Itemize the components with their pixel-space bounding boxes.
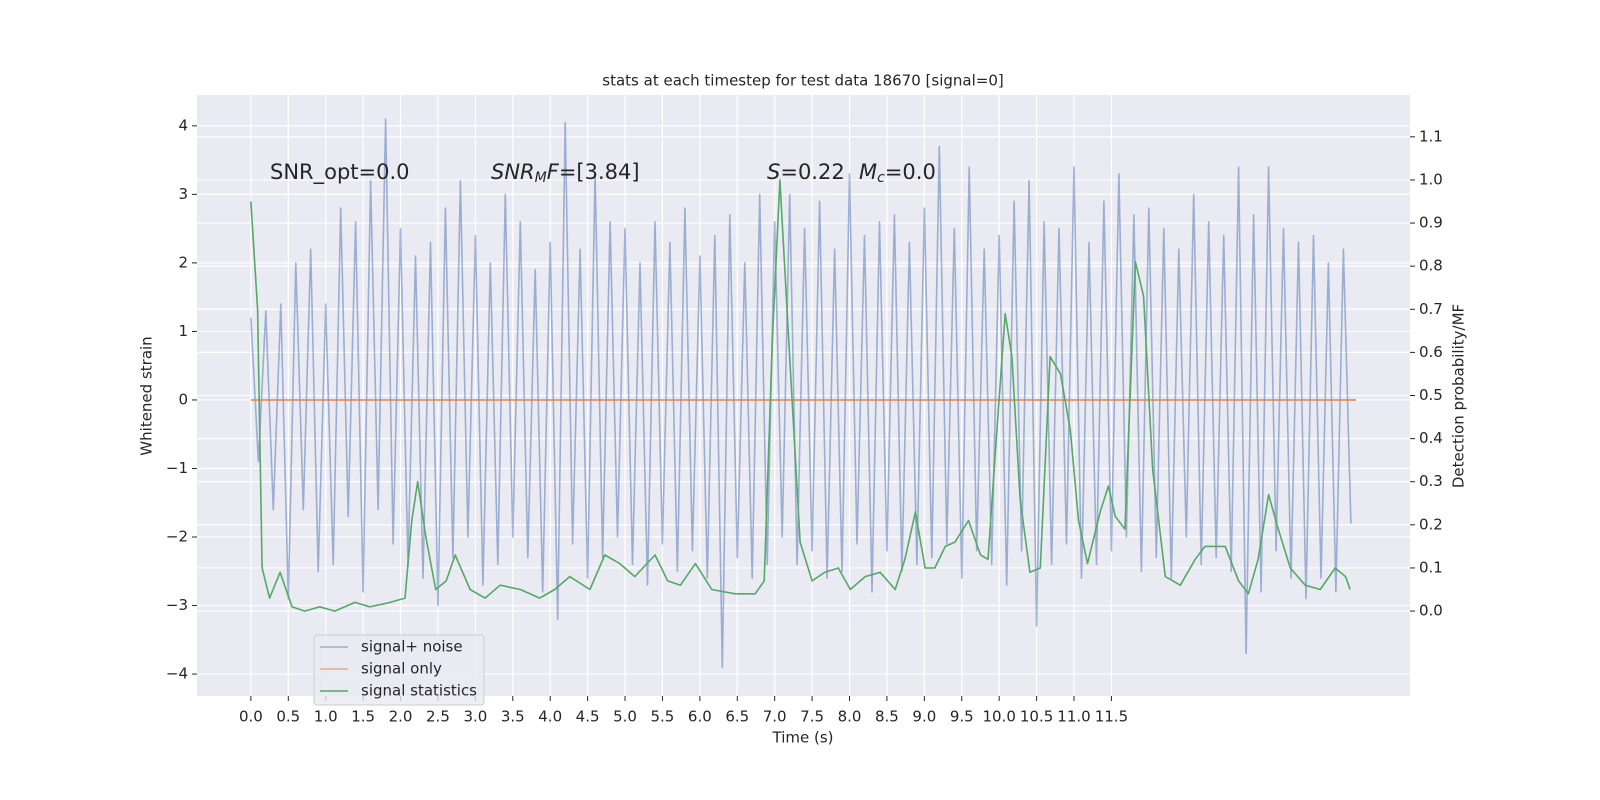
- y-axis-label: Whitened strain: [138, 336, 156, 455]
- x-tick-label: 11.0: [1057, 708, 1090, 726]
- annotation-part: c: [877, 170, 885, 186]
- annotation-part: =0.0: [885, 160, 936, 184]
- chart-title: stats at each timestep for test data 186…: [602, 72, 1003, 90]
- x-tick-label: 1.5: [351, 708, 375, 726]
- legend-label: signal+ noise: [361, 638, 463, 656]
- x-tick-label: 2.5: [426, 708, 450, 726]
- annotation-part: S: [767, 160, 780, 184]
- y-tick-label: −1: [166, 459, 188, 477]
- y-tick-label: −3: [166, 596, 188, 614]
- annotation-part: =[3.84]: [559, 160, 640, 184]
- y2-tick-label: 1.0: [1419, 170, 1443, 188]
- annotation: S=0.22: [767, 160, 845, 184]
- y2-tick-label: 0.3: [1419, 472, 1443, 490]
- x-tick-label: 1.0: [314, 708, 338, 726]
- x-tick-label: 3.5: [501, 708, 525, 726]
- annotation-part: M: [859, 160, 877, 184]
- y-tick-label: −4: [166, 665, 188, 683]
- x-tick-label: 0.5: [276, 708, 300, 726]
- y2-tick-label: 0.4: [1419, 429, 1443, 447]
- y2-tick-label: 0.6: [1419, 343, 1443, 361]
- y2-tick-label: 0.0: [1419, 602, 1443, 620]
- x-tick-label: 3.0: [463, 708, 487, 726]
- annotation: Mc=0.0: [859, 160, 936, 186]
- y-tick-label: 2: [178, 253, 188, 271]
- y2-tick-label: 0.2: [1419, 515, 1443, 533]
- x-tick-label: 6.0: [688, 708, 712, 726]
- series-line: [250, 179, 1351, 612]
- x-tick-label: 4.5: [576, 708, 600, 726]
- y-tick-label: −2: [166, 528, 188, 546]
- x-tick-label: 6.5: [725, 708, 749, 726]
- x-tick-label: 10.0: [982, 708, 1015, 726]
- annotation-part: F: [547, 160, 560, 184]
- y2-axis-label: Detection probability/MF: [1450, 304, 1468, 488]
- legend-box: [313, 634, 485, 706]
- x-tick-label: 5.0: [613, 708, 637, 726]
- x-tick-label: 9.5: [950, 708, 974, 726]
- x-tick-label: 8.5: [875, 708, 899, 726]
- x-tick-label: 9.0: [912, 708, 936, 726]
- x-tick-label: 0.0: [239, 708, 263, 726]
- y-tick-label: 3: [178, 185, 188, 203]
- annotation: SNRMF=[3.84]: [491, 160, 640, 186]
- annotation-part: SNR: [491, 160, 535, 184]
- x-tick-label: 2.0: [389, 708, 413, 726]
- annotation-part: M: [535, 170, 547, 186]
- x-axis-label: Time (s): [772, 729, 834, 747]
- x-tick-label: 7.5: [800, 708, 824, 726]
- y-tick-label: 1: [178, 322, 188, 340]
- x-tick-label: 10.5: [1020, 708, 1053, 726]
- y2-tick-label: 0.1: [1419, 558, 1443, 576]
- y2-tick-label: 0.7: [1419, 300, 1443, 318]
- y2-tick-label: 0.8: [1419, 257, 1443, 275]
- annotation: SNR_opt=0.0: [270, 160, 410, 185]
- legend: signal+ noise signal only signal statistic…: [313, 634, 485, 706]
- series-line: [250, 118, 1352, 668]
- y2-tick-label: 0.9: [1419, 214, 1443, 232]
- x-tick-label: 4.0: [538, 708, 562, 726]
- y2-tick-label: 0.5: [1419, 386, 1443, 404]
- annotation-part: =0.22: [780, 160, 844, 184]
- marks: [250, 118, 1357, 668]
- x-tick-label: 5.5: [651, 708, 675, 726]
- x-tick-label: 11.5: [1095, 708, 1128, 726]
- y-tick-label: 4: [178, 116, 188, 134]
- y-tick-label: 0: [178, 390, 188, 408]
- legend-label: signal statistics: [361, 682, 477, 700]
- x-tick-label: 8.0: [838, 708, 862, 726]
- legend-label: signal only: [361, 660, 442, 678]
- y2-tick-label: 1.1: [1419, 127, 1443, 145]
- x-tick-label: 7.0: [763, 708, 787, 726]
